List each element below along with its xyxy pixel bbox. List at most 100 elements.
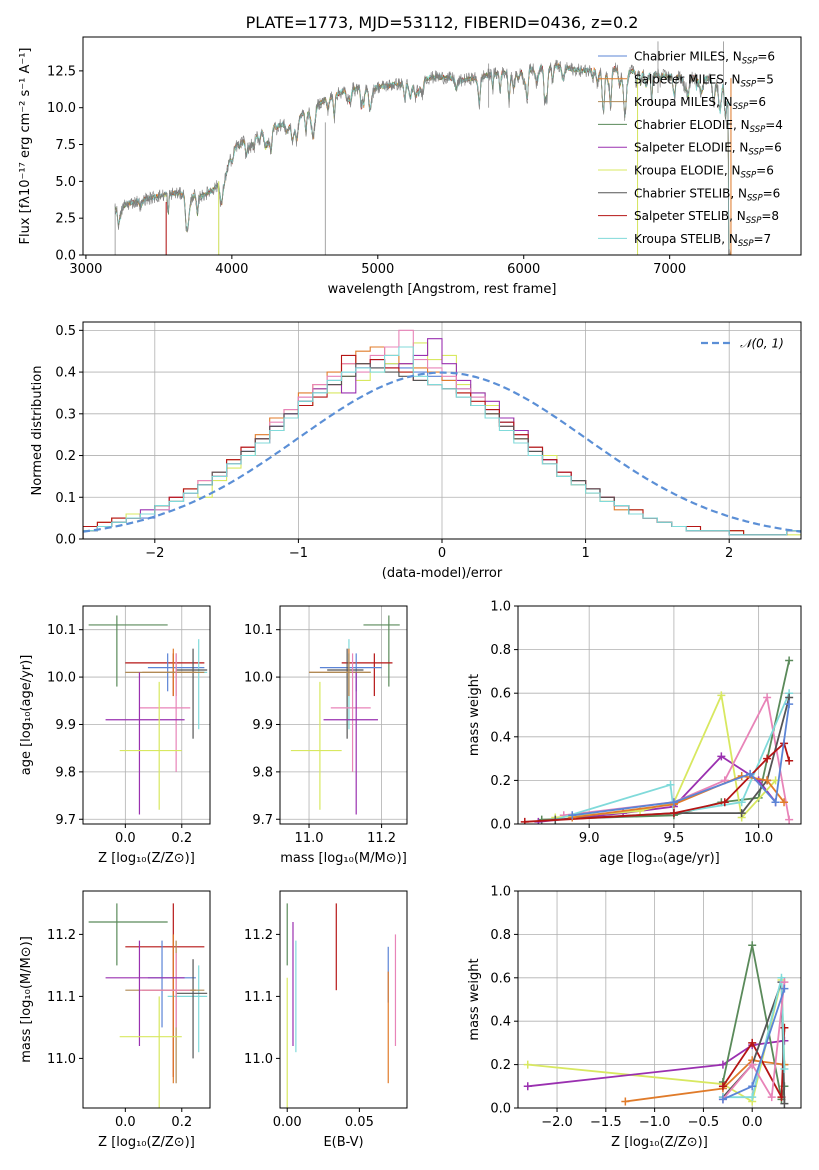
x-tick-label: −2 <box>145 546 164 561</box>
error-bar-point-chabrier_stelib <box>327 648 364 739</box>
weight-line <box>722 945 786 1100</box>
weight-series-salpeter_stelib <box>520 739 794 824</box>
error-bar-point-kroupa_stelib <box>327 639 364 730</box>
chart-title: PLATE=1773, MJD=53112, FIBERID=0436, z=0… <box>246 13 639 32</box>
y-tick-label: 5.0 <box>55 175 76 190</box>
y-tick-label: 11.2 <box>47 928 76 943</box>
x-axis-label: (data-model)/error <box>382 566 503 581</box>
spectrum-panel: PLATE=1773, MJD=53112, FIBERID=0436, z=0… <box>18 13 802 297</box>
x-tick-label: −1.5 <box>590 1115 622 1130</box>
x-axis-label: Z [log₁₀(Z/Z⊙)] <box>98 1135 195 1150</box>
x-tick-label: −1.0 <box>639 1115 671 1130</box>
legend-label: 𝒩(0, 1) <box>740 337 784 351</box>
x-tick-label: 1 <box>581 546 589 561</box>
age-vs-mass-panel: 11.0 11.2 9.7 9.8 9.9 10.0 10.1 mass [log₁₀(M/M… <box>244 605 408 866</box>
y-tick-label: 9.9 <box>252 718 273 733</box>
weight-line <box>625 1059 785 1103</box>
x-tick-label: 0.05 <box>345 1115 374 1130</box>
y-tick-label: 0.0 <box>490 1102 511 1117</box>
error-bar-point-chabrier_stelib <box>176 648 208 739</box>
y-tick-label: 0.1 <box>55 491 76 506</box>
y-tick-label: 7.5 <box>55 138 76 153</box>
y-tick-label: 0.4 <box>490 730 511 745</box>
plot-area <box>523 941 789 1108</box>
y-tick-label: 9.8 <box>55 765 76 780</box>
weight-line <box>524 741 790 823</box>
error-bar-point-kroupa_elodie <box>119 681 182 810</box>
weight-marker <box>621 1097 630 1106</box>
x-tick-label: 10.0 <box>744 831 773 846</box>
error-bar-point-chabrier_elodie <box>88 903 168 966</box>
x-axis-label: E(B-V) <box>323 1135 363 1150</box>
error-bar-point-kroupa_miles <box>309 653 371 697</box>
weight-marker <box>748 941 757 950</box>
weight-line <box>555 692 777 820</box>
y-tick-label: 0.5 <box>55 324 76 339</box>
axes-frame <box>279 605 408 825</box>
x-axis-label: age [log₁₀(age/yr)] <box>599 851 720 866</box>
error-bar-point-salpeter_elodie <box>323 672 378 815</box>
weight-marker <box>785 656 794 665</box>
histogram-kroupa_stelib <box>83 346 801 539</box>
x-tick-label: 0 <box>438 546 446 561</box>
y-axis-label: age [log₁₀(age/yr)] <box>19 655 34 776</box>
legend-label: Kroupa ELODIE, NSSP=6 <box>634 164 774 181</box>
y-tick-label: 0.4 <box>490 1015 511 1030</box>
weight-line <box>541 660 790 821</box>
weight-series-chabrier_miles <box>568 700 794 820</box>
weight-marker <box>748 1082 757 1091</box>
y-axis-label: mass [log₁₀(M/M⊙)] <box>19 936 34 1063</box>
legend-label: Salpeter ELODIE, NSSP=6 <box>634 141 782 158</box>
x-tick-label: −0.5 <box>688 1115 720 1130</box>
weight-marker <box>767 1093 776 1102</box>
weight-marker <box>763 776 772 785</box>
plot-area <box>88 615 208 815</box>
mass-vs-ebv-panel: 0.00 0.05 11.0 11.1 11.2 E(B-V) <box>244 890 408 1150</box>
x-tick-label: 11.0 <box>295 831 324 846</box>
x-tick-label: 9.5 <box>664 831 685 846</box>
weight-marker <box>523 1082 532 1091</box>
x-tick-label: 5000 <box>361 262 394 277</box>
plot-area <box>286 903 397 1108</box>
y-tick-label: 12.5 <box>47 64 76 79</box>
x-tick-label: −2.0 <box>541 1115 573 1130</box>
weight-marker <box>669 798 678 807</box>
weight-marker <box>669 809 678 818</box>
y-tick-label: 0.3 <box>55 407 76 422</box>
x-tick-label: 4000 <box>215 262 248 277</box>
x-axis-label: wavelength [Angstrom, rest frame] <box>328 282 557 297</box>
plot-area <box>290 615 400 815</box>
weight-series-kroupa_stelib <box>551 689 794 824</box>
y-tick-label: 11.1 <box>244 990 273 1005</box>
y-tick-label: 2.5 <box>55 212 76 227</box>
error-bar-point-kroupa_elodie <box>119 996 182 1108</box>
weight-line <box>538 755 777 823</box>
error-bar-point-kroupa_stelib <box>167 965 208 1053</box>
weight-marker <box>777 973 786 982</box>
weight-marker <box>763 754 772 763</box>
y-tick-label: 0.0 <box>490 818 511 833</box>
weight-marker <box>737 809 746 818</box>
error-bar-point-pink <box>139 953 191 1028</box>
weight-marker <box>520 817 529 824</box>
x-tick-label: 9.0 <box>579 831 600 846</box>
axes-frame <box>279 890 408 1109</box>
y-tick-label: 11.1 <box>47 990 76 1005</box>
weight-series-pink <box>718 978 789 1104</box>
y-tick-label: 10.0 <box>244 671 273 686</box>
x-tick-label: 6000 <box>507 262 540 277</box>
plot-area <box>114 41 732 255</box>
y-tick-label: 11.2 <box>244 928 273 943</box>
y-tick-label: 11.0 <box>244 1052 273 1067</box>
weight-marker <box>785 815 794 824</box>
error-bar-point-pink <box>330 653 371 772</box>
y-axis-label: Flux [fλ10⁻¹⁷ erg cm⁻² s⁻¹ A⁻¹] <box>18 48 33 245</box>
grid <box>280 606 407 824</box>
weight-marker <box>717 691 726 700</box>
y-tick-label: 0.2 <box>55 449 76 464</box>
legend-label: Salpeter STELIB, NSSP=8 <box>634 209 779 226</box>
plot-area <box>83 329 801 539</box>
axes-frame <box>82 605 211 825</box>
y-tick-label: 1.0 <box>490 885 511 900</box>
y-tick-label: 10.1 <box>244 623 273 638</box>
